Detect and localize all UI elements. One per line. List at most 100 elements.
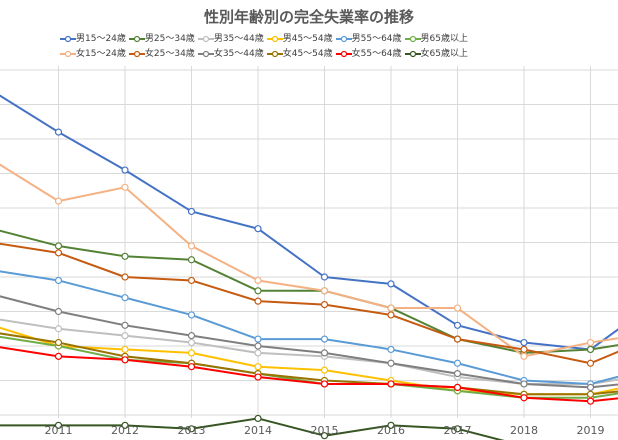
series-line-5 xyxy=(0,270,618,385)
legend-item-10: 女45～54歳 xyxy=(266,46,333,59)
data-point-s10-2011 xyxy=(54,338,63,347)
data-point-s12-2011 xyxy=(54,421,63,429)
data-point-s5-2014 xyxy=(254,335,262,343)
legend-marker xyxy=(404,50,421,57)
data-point-s5-2012 xyxy=(121,294,129,302)
legend-row-male: 男15～24歳 男25～34歳 男35～44歳 男45～54歳 男55～64歳 男65歳以… xyxy=(60,31,618,46)
legend-label: 男65歳以上 xyxy=(420,34,468,44)
data-point-s1-2017 xyxy=(453,321,462,329)
series-lines xyxy=(0,94,618,440)
legend-item-3: 男35～44歳 xyxy=(197,31,264,44)
legend-label: 女25～34歳 xyxy=(144,49,195,59)
legend-marker xyxy=(335,35,352,42)
legend-item-8: 女25～34歳 xyxy=(128,46,195,59)
legend-marker xyxy=(266,35,283,42)
data-point-s9-2014 xyxy=(254,342,262,350)
legend-marker xyxy=(404,35,421,42)
data-point-s7-2017 xyxy=(453,304,462,312)
data-point-s1-2011 xyxy=(54,128,63,136)
legend-item-1: 男15～24歳 xyxy=(60,31,126,44)
data-point-s9-2013 xyxy=(187,332,196,340)
legend-item-9: 女35～44歳 xyxy=(197,46,264,59)
data-point-s12-2015 xyxy=(320,432,329,440)
legend-item-12: 女65歳以上 xyxy=(404,46,468,59)
data-point-s4-2013 xyxy=(187,349,196,357)
legend-label: 女45～54歳 xyxy=(282,49,333,59)
legend-marker xyxy=(335,50,352,57)
series-line-7 xyxy=(0,163,618,358)
data-point-s9-2012 xyxy=(121,321,129,329)
data-point-s7-2012 xyxy=(121,183,129,191)
legend-item-7: 女15～24歳 xyxy=(60,46,126,59)
data-point-s1-2015 xyxy=(320,273,329,281)
data-point-s8-2019 xyxy=(586,359,595,367)
data-point-s1-2016 xyxy=(387,280,395,288)
x-tick-label-2017: 2017 xyxy=(444,424,472,437)
legend: 男15～24歳 男25～34歳 男35～44歳 男45～54歳 男55～64歳 男65歳以… xyxy=(60,31,618,61)
chart-title: 性別年齢別の完全失業率の推移 xyxy=(203,8,414,26)
data-point-s1-2014 xyxy=(254,225,262,233)
x-tick-label-2013: 2013 xyxy=(178,424,206,437)
x-tick-label-2018: 2018 xyxy=(510,424,538,437)
data-point-s7-2015 xyxy=(320,287,329,295)
x-tick-label-2011: 2011 xyxy=(45,424,73,437)
data-point-s9-2016 xyxy=(387,359,395,367)
data-point-s9-2019 xyxy=(586,383,595,391)
data-point-s11-2011 xyxy=(54,352,63,360)
data-point-s3-2012 xyxy=(121,332,129,340)
data-point-s5-2013 xyxy=(187,311,196,319)
data-point-s7-2013 xyxy=(187,242,196,250)
data-point-s8-2017 xyxy=(453,335,462,343)
data-point-s7-2016 xyxy=(387,304,395,312)
data-point-s10-2019 xyxy=(586,390,595,398)
data-point-s2-2019 xyxy=(586,345,595,354)
legend-label: 男15～24歳 xyxy=(76,34,126,44)
data-point-s8-2012 xyxy=(121,273,129,281)
legend-marker xyxy=(128,50,145,57)
x-tick-label-2019: 2019 xyxy=(577,424,605,437)
legend-row-female: 女15～24歳 女25～34歳 女35～44歳 女45～54歳 女55～64歳 女65歳以… xyxy=(60,46,618,61)
data-point-s5-2011 xyxy=(54,276,63,285)
x-tick-label-2016: 2016 xyxy=(377,424,405,437)
data-point-s11-2014 xyxy=(254,373,262,381)
series-points xyxy=(54,128,595,440)
data-point-s8-2011 xyxy=(54,249,63,257)
data-point-s7-2018 xyxy=(520,352,528,360)
legend-marker xyxy=(60,35,76,42)
data-point-s1-2013 xyxy=(187,207,196,216)
data-point-s9-2015 xyxy=(320,349,329,357)
data-point-s3-2014 xyxy=(254,349,262,357)
data-point-s11-2018 xyxy=(520,394,528,402)
data-point-s9-2017 xyxy=(453,370,462,378)
data-point-s2-2012 xyxy=(121,252,129,260)
legend-marker xyxy=(197,50,214,57)
series-line-2 xyxy=(0,229,618,354)
legend-marker xyxy=(60,50,76,57)
legend-marker xyxy=(128,35,145,42)
data-point-s2-2014 xyxy=(254,287,262,295)
legend-label: 女15～24歳 xyxy=(76,49,126,59)
legend-item-5: 男55～64歳 xyxy=(335,31,402,44)
data-point-s12-2017 xyxy=(453,425,462,433)
gridlines xyxy=(0,66,618,418)
x-tick-label-2012: 2012 xyxy=(111,424,139,437)
data-point-s12-2012 xyxy=(121,421,129,429)
data-point-s11-2016 xyxy=(387,380,395,388)
data-point-s8-2014 xyxy=(254,297,262,305)
data-point-s7-2019 xyxy=(586,338,595,347)
legend-marker xyxy=(266,50,283,57)
legend-item-6: 男65歳以上 xyxy=(404,31,468,44)
legend-label: 女35～44歳 xyxy=(213,49,264,59)
data-point-s3-2013 xyxy=(187,338,196,347)
data-point-s12-2013 xyxy=(187,425,196,433)
legend-item-11: 女55～64歳 xyxy=(335,46,402,59)
data-point-s8-2016 xyxy=(387,311,395,319)
data-point-s8-2013 xyxy=(187,276,196,285)
data-point-s12-2016 xyxy=(387,421,395,429)
data-point-s2-2011 xyxy=(54,242,63,250)
legend-label: 男55～64歳 xyxy=(351,34,402,44)
data-point-s7-2014 xyxy=(254,276,262,285)
legend-item-2: 男25～34歳 xyxy=(128,31,195,44)
x-tick-label-2014: 2014 xyxy=(244,424,272,437)
data-point-s8-2018 xyxy=(520,345,528,354)
